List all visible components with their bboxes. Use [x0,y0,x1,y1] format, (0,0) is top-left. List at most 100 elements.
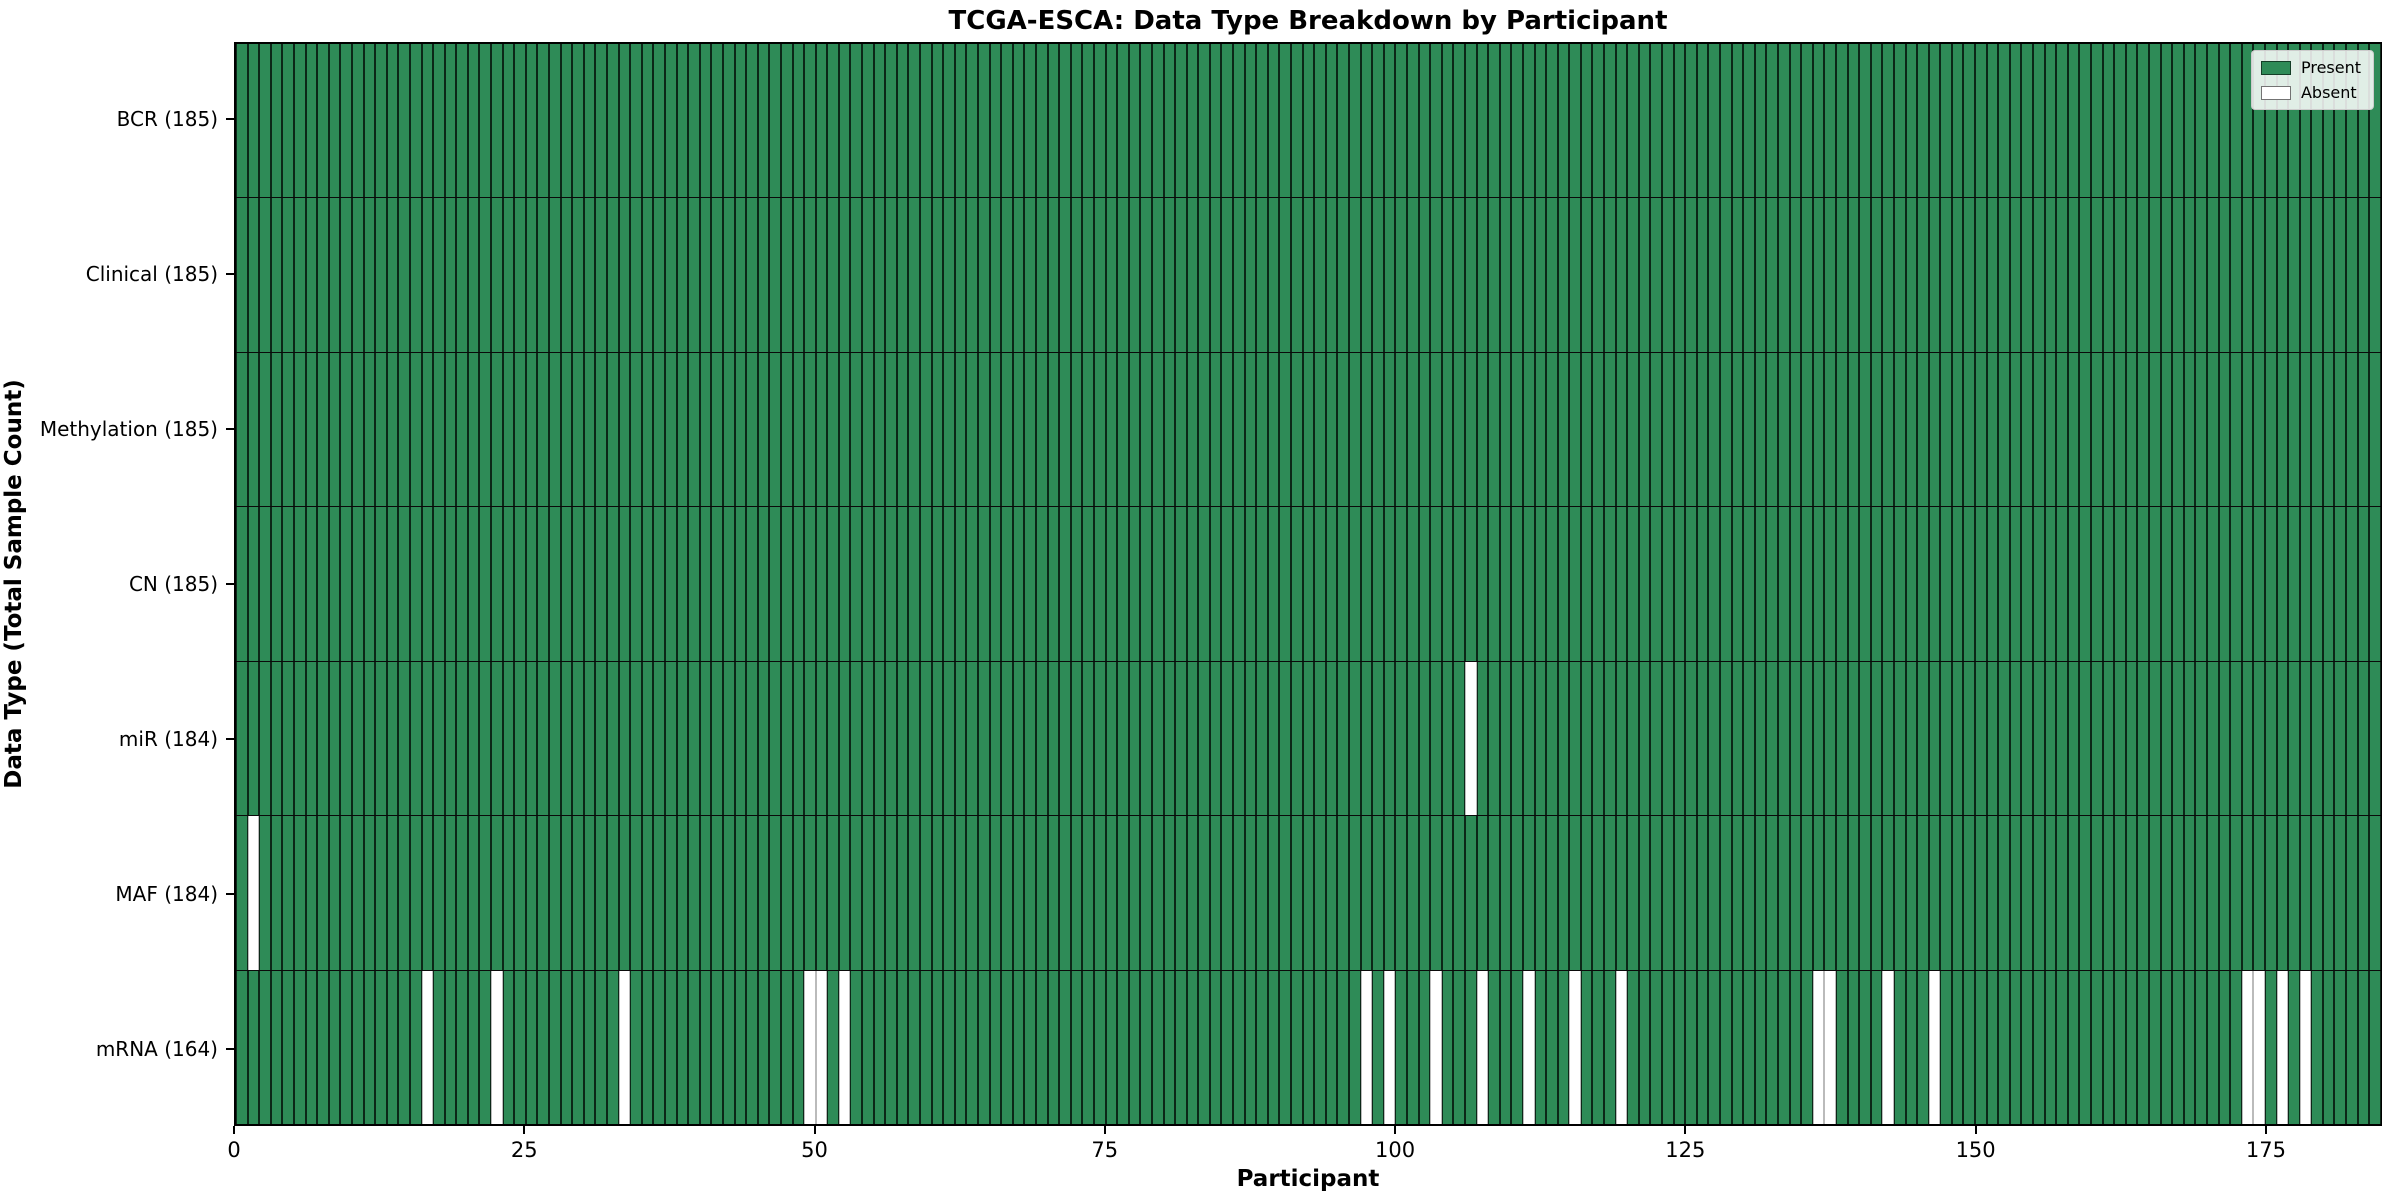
present-cell [804,44,816,198]
present-cell [1302,44,1315,198]
present-cell [572,816,584,970]
absent-cell [1522,970,1535,1124]
present-cell [1059,507,1071,661]
present-cell [2183,816,2196,970]
present-cell [1534,970,1547,1124]
absent-cell [1812,970,1825,1124]
present-cell [1024,352,1036,507]
present-cell [375,198,387,352]
present-cell [2114,816,2126,970]
present-cell [2311,507,2323,661]
present-cell [1337,198,1349,352]
present-cell [1998,352,2010,507]
present-cell [1325,507,1338,661]
present-cell [1059,352,1071,507]
present-cell [1233,507,1245,661]
present-cell [618,352,631,507]
present-cell [1928,198,1941,352]
present-cell [2009,507,2022,661]
present-cell [2091,661,2103,816]
present-cell [1882,661,1894,816]
present-cell [1766,198,1778,352]
present-cell [757,661,770,816]
present-cell [746,507,758,661]
present-cell [1430,816,1442,970]
present-cell [1638,44,1651,198]
present-cell [1070,816,1083,970]
present-cell [502,352,515,507]
x-tick-label: 100 [1375,1138,1416,1162]
present-cell [943,507,955,661]
present-cell [1035,352,1048,507]
present-cell [433,352,445,507]
present-cell [607,352,619,507]
present-cell [1696,661,1709,816]
present-cell [1291,661,1303,816]
present-cell [1441,507,1454,661]
present-cell [2218,507,2231,661]
present-cell [1093,198,1106,352]
present-cell [1418,44,1431,198]
present-cell [1302,198,1315,352]
absent-cell [2276,970,2289,1124]
present-cell [1835,198,1848,352]
present-cell [1592,970,1605,1124]
present-cell [2276,44,2289,198]
present-cell [1279,970,1292,1124]
present-cell [1627,970,1639,1124]
present-cell [525,352,538,507]
present-cell [2241,816,2254,970]
present-cell [1117,352,1129,507]
y-tick-mark [226,273,234,276]
present-cell [827,44,839,198]
present-cell [1789,507,1802,661]
present-cell [2334,44,2347,198]
present-cell [467,661,480,816]
present-cell [259,816,271,970]
x-axis-label: Participant [1236,1166,1380,1192]
present-cell [433,816,445,970]
present-cell [456,816,468,970]
present-cell [1233,352,1245,507]
present-cell [862,970,874,1124]
present-cell [491,661,503,816]
present-cell [351,970,364,1124]
present-cell [2253,352,2265,507]
present-cell [1163,198,1176,352]
present-cell [1395,507,1407,661]
present-cell [1198,507,1210,661]
present-cell [1557,661,1570,816]
present-cell [1406,507,1419,661]
present-cell [1418,816,1431,970]
present-cell [1662,970,1674,1124]
present-cell [1801,816,1813,970]
present-cell [1499,507,1512,661]
present-cell [1569,661,1581,816]
present-cell [1650,816,1663,970]
present-cell [514,661,526,816]
present-cell [1151,507,1164,661]
present-cell [560,507,573,661]
present-cell [1476,352,1489,507]
present-cell [1105,352,1118,507]
present-cell [688,198,700,352]
present-cell [2021,352,2034,507]
present-cell [757,198,770,352]
present-cell [1117,661,1129,816]
present-cell [757,816,770,970]
present-cell [2357,816,2370,970]
present-cell [317,507,329,661]
present-cell [1488,352,1500,507]
present-cell [1777,198,1790,352]
present-cell [2206,661,2219,816]
present-cell [1221,507,1234,661]
present-cell [1325,352,1338,507]
present-cell [1859,44,1871,198]
present-cell [456,661,468,816]
present-cell [1893,507,1906,661]
present-cell [1256,198,1268,352]
present-cell [2067,970,2080,1124]
present-cell [2369,661,2381,816]
present-cell [409,352,422,507]
present-cell [1418,970,1431,1124]
